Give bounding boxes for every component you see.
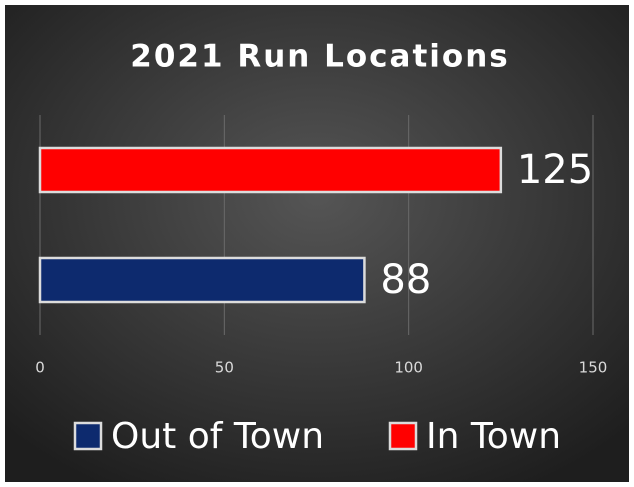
x-tick-label: 100 xyxy=(394,359,423,377)
chart-title: 2021 Run Locations xyxy=(130,39,509,75)
data-label: 88 xyxy=(380,257,431,303)
x-tick-label: 50 xyxy=(215,359,234,377)
data-label: 125 xyxy=(517,147,593,193)
bar xyxy=(38,146,503,194)
legend-swatch xyxy=(73,421,103,451)
x-tick-label: 150 xyxy=(579,359,608,377)
legend-swatch xyxy=(388,421,418,451)
legend-label: In Town xyxy=(426,416,561,457)
chart-background xyxy=(5,5,629,482)
x-tick-label: 0 xyxy=(35,359,45,377)
legend-label: Out of Town xyxy=(111,416,324,457)
bar xyxy=(38,256,366,304)
